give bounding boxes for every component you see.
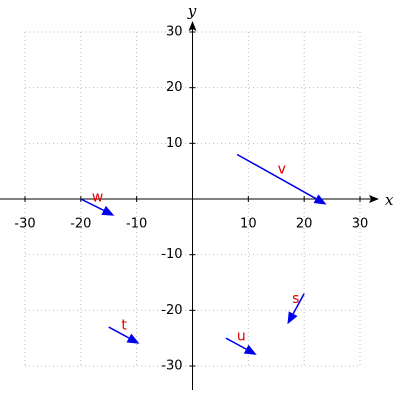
vector-label: w bbox=[92, 189, 103, 205]
vector-shaft bbox=[108, 326, 130, 339]
vector-head bbox=[287, 311, 298, 325]
vector-shaft bbox=[80, 198, 104, 212]
vector-label: u bbox=[237, 329, 246, 345]
y-axis-label: y bbox=[187, 2, 197, 20]
x-axis-label: x bbox=[385, 191, 394, 209]
y-tick-label: -10 bbox=[161, 247, 182, 262]
vector-shaft bbox=[225, 337, 247, 350]
x-tick-label: -10 bbox=[126, 217, 147, 232]
y-tick-label: 30 bbox=[166, 25, 183, 40]
y-tick-label: 20 bbox=[166, 80, 183, 95]
y-tick-label: -20 bbox=[161, 303, 182, 318]
x-tick-label: -30 bbox=[14, 217, 35, 232]
y-axis-arrow bbox=[188, 21, 197, 31]
vector-shaft bbox=[292, 293, 305, 315]
x-axis-arrow bbox=[369, 195, 379, 203]
vector-label: v bbox=[278, 162, 286, 178]
vector-head bbox=[126, 333, 140, 344]
vector-label: t bbox=[121, 317, 127, 333]
x-tick-label: 10 bbox=[240, 217, 257, 232]
vector-label: s bbox=[292, 291, 299, 307]
vector-head bbox=[101, 205, 115, 216]
vector-head bbox=[313, 194, 327, 205]
vector-head bbox=[243, 344, 257, 355]
x-tick-label: -20 bbox=[70, 217, 91, 232]
y-tick-label: 10 bbox=[166, 136, 183, 151]
x-tick-label: 30 bbox=[352, 217, 369, 232]
y-tick-label: -30 bbox=[161, 359, 182, 374]
vector-shaft bbox=[236, 153, 317, 200]
x-tick-label: 20 bbox=[296, 217, 313, 232]
